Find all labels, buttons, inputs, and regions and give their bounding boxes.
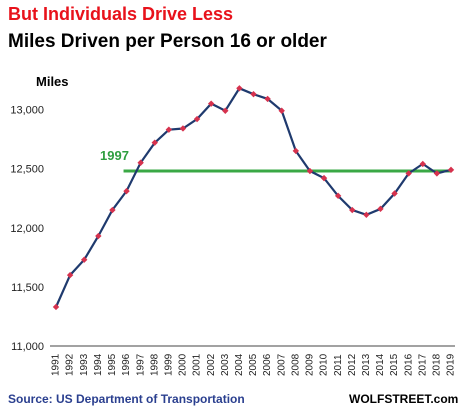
y-axis-label: Miles: [36, 74, 69, 89]
x-tick-label: 1995: [107, 353, 118, 376]
data-point: [306, 167, 314, 175]
data-point: [179, 125, 187, 132]
data-point: [391, 190, 398, 197]
data-point: [236, 85, 243, 92]
x-tick-label: 2009: [305, 353, 316, 376]
data-point: [334, 192, 342, 200]
y-tick-label: 12,000: [10, 223, 44, 235]
data-point: [81, 256, 88, 263]
x-tick-label: 1996: [121, 353, 132, 376]
data-point: [207, 100, 215, 107]
data-point: [264, 95, 271, 103]
x-tick-label: 2006: [262, 353, 273, 376]
data-point: [349, 206, 356, 214]
data-point: [278, 107, 285, 114]
data-point: [123, 187, 130, 195]
y-tick-label: 11,000: [11, 341, 44, 353]
data-point: [433, 170, 441, 177]
x-tick-label: 2008: [290, 353, 301, 376]
data-point: [151, 139, 158, 146]
data-point: [95, 232, 102, 240]
x-tick-label: 2002: [206, 353, 217, 376]
data-point: [52, 303, 60, 311]
x-tick-label: 2003: [220, 353, 231, 376]
x-tick-label: 2013: [361, 353, 372, 376]
x-tick-label: 1993: [79, 353, 90, 376]
x-tick-label: 2001: [192, 353, 203, 376]
source-note: Source: US Department of Transportation: [8, 392, 245, 406]
data-point: [109, 206, 116, 214]
x-tick-label: 2014: [375, 353, 386, 376]
data-point: [66, 271, 74, 279]
y-tick-label: 12,500: [10, 164, 44, 176]
y-tick-label: 11,500: [11, 282, 44, 294]
series-line: [54, 86, 452, 308]
x-tick-label: 2000: [178, 353, 189, 376]
x-tick-label: 2010: [319, 353, 330, 376]
x-tick-label: 1998: [149, 353, 160, 376]
x-tick-label: 1991: [51, 353, 62, 376]
x-tick-label: 2007: [276, 353, 287, 376]
data-point: [193, 115, 201, 123]
data-point: [222, 107, 229, 114]
data-point: [165, 126, 173, 133]
chart-title: But Individuals Drive Less: [8, 4, 234, 24]
data-point: [292, 147, 300, 155]
x-tick-label: 2012: [347, 353, 358, 376]
x-tick-label: 1999: [163, 353, 174, 376]
data-point: [363, 211, 370, 218]
data-point: [447, 166, 455, 174]
x-tick-label: 2016: [403, 353, 414, 376]
x-tick-label: 1992: [65, 353, 76, 376]
x-tick-label: 2019: [446, 353, 457, 376]
x-tick-label: 2005: [248, 353, 259, 376]
data-point: [137, 159, 144, 166]
x-tick-label: 2018: [432, 353, 443, 376]
x-tick-label: 2017: [417, 353, 428, 376]
x-tick-label: 1997: [135, 353, 146, 376]
data-point: [405, 170, 412, 177]
data-point: [320, 174, 328, 182]
data-point: [419, 160, 426, 168]
chart-subtitle: Miles Driven per Person 16 or older: [8, 31, 327, 52]
x-tick-label: 2015: [389, 353, 400, 376]
data-point: [250, 90, 257, 98]
reference-label: 1997: [100, 148, 129, 163]
data-point: [377, 205, 384, 213]
x-tick-label: 2004: [234, 353, 245, 376]
y-tick-label: 13,000: [10, 105, 44, 117]
x-tick-label: 2011: [333, 354, 344, 376]
credit-watermark: WOLFSTREET.com: [349, 392, 459, 406]
x-tick-label: 1994: [93, 353, 104, 376]
